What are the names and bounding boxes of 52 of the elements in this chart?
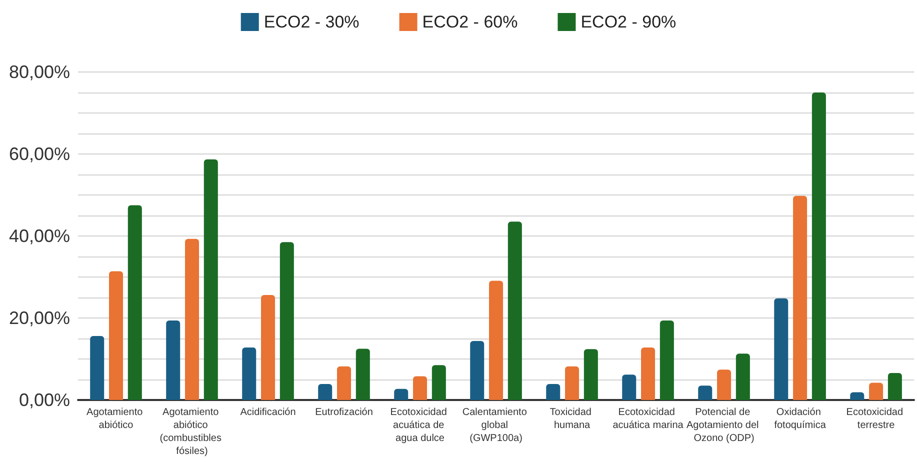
bar [660, 320, 674, 400]
bar [622, 374, 636, 400]
x-tick-label: Agotamiento abiótico (combustibles fósiles) [160, 407, 224, 457]
x-tick-label: Potencial de Agotamiento del Ozono (ODP) [686, 407, 762, 444]
legend-label: ECO2 - 60% [422, 12, 518, 32]
legend-label: ECO2 - 90% [580, 12, 676, 32]
x-tick-label: Calentamiento global (GWP100a) [462, 407, 530, 444]
y-tick-label: 0,00% [18, 390, 70, 410]
bar [793, 196, 808, 400]
bar [337, 366, 352, 400]
x-tick-label: Oxidación fotoquímica [774, 407, 826, 431]
x-tick-label: Ecotoxicidad acuática de agua dulce [390, 407, 450, 444]
x-tick-label: Ecotoxicidad terrestre [846, 407, 906, 431]
legend-label: ECO2 - 30% [264, 12, 360, 32]
x-tick-label: Eutrofización [315, 407, 373, 418]
bar [850, 392, 864, 400]
x-tick-label: Toxicidad humana [550, 407, 594, 431]
bar [413, 376, 428, 400]
y-tick-label: 40,00% [8, 226, 70, 246]
x-tick-label: Agotamiento abiótico [86, 407, 146, 431]
bar [641, 348, 656, 400]
bar [565, 366, 580, 400]
bar [546, 384, 560, 400]
bar [242, 348, 256, 400]
bar [394, 388, 408, 400]
y-tick-label: 80,00% [8, 62, 70, 82]
bar [470, 340, 484, 400]
bar [356, 348, 370, 400]
y-tick-label: 20,00% [8, 308, 70, 328]
x-tick-label: Ecotoxicidad acuática marina [612, 407, 684, 431]
bar [432, 365, 446, 400]
bar [584, 349, 598, 400]
bar [128, 205, 142, 400]
bar [90, 336, 104, 400]
bar [736, 354, 750, 400]
x-tick-label: Acidificación [240, 407, 296, 418]
bar [869, 382, 884, 400]
bar [774, 298, 788, 400]
bar [717, 370, 732, 400]
bar [812, 92, 826, 400]
y-tick-label: 60,00% [8, 144, 70, 164]
bar [166, 320, 180, 400]
bar [204, 159, 218, 400]
bar [508, 222, 522, 400]
bar [261, 295, 276, 400]
bar [280, 242, 294, 400]
bar [185, 238, 200, 400]
bar [489, 280, 504, 400]
bar [698, 386, 712, 400]
bar [318, 384, 332, 400]
bar [888, 372, 902, 400]
bar [109, 271, 123, 400]
